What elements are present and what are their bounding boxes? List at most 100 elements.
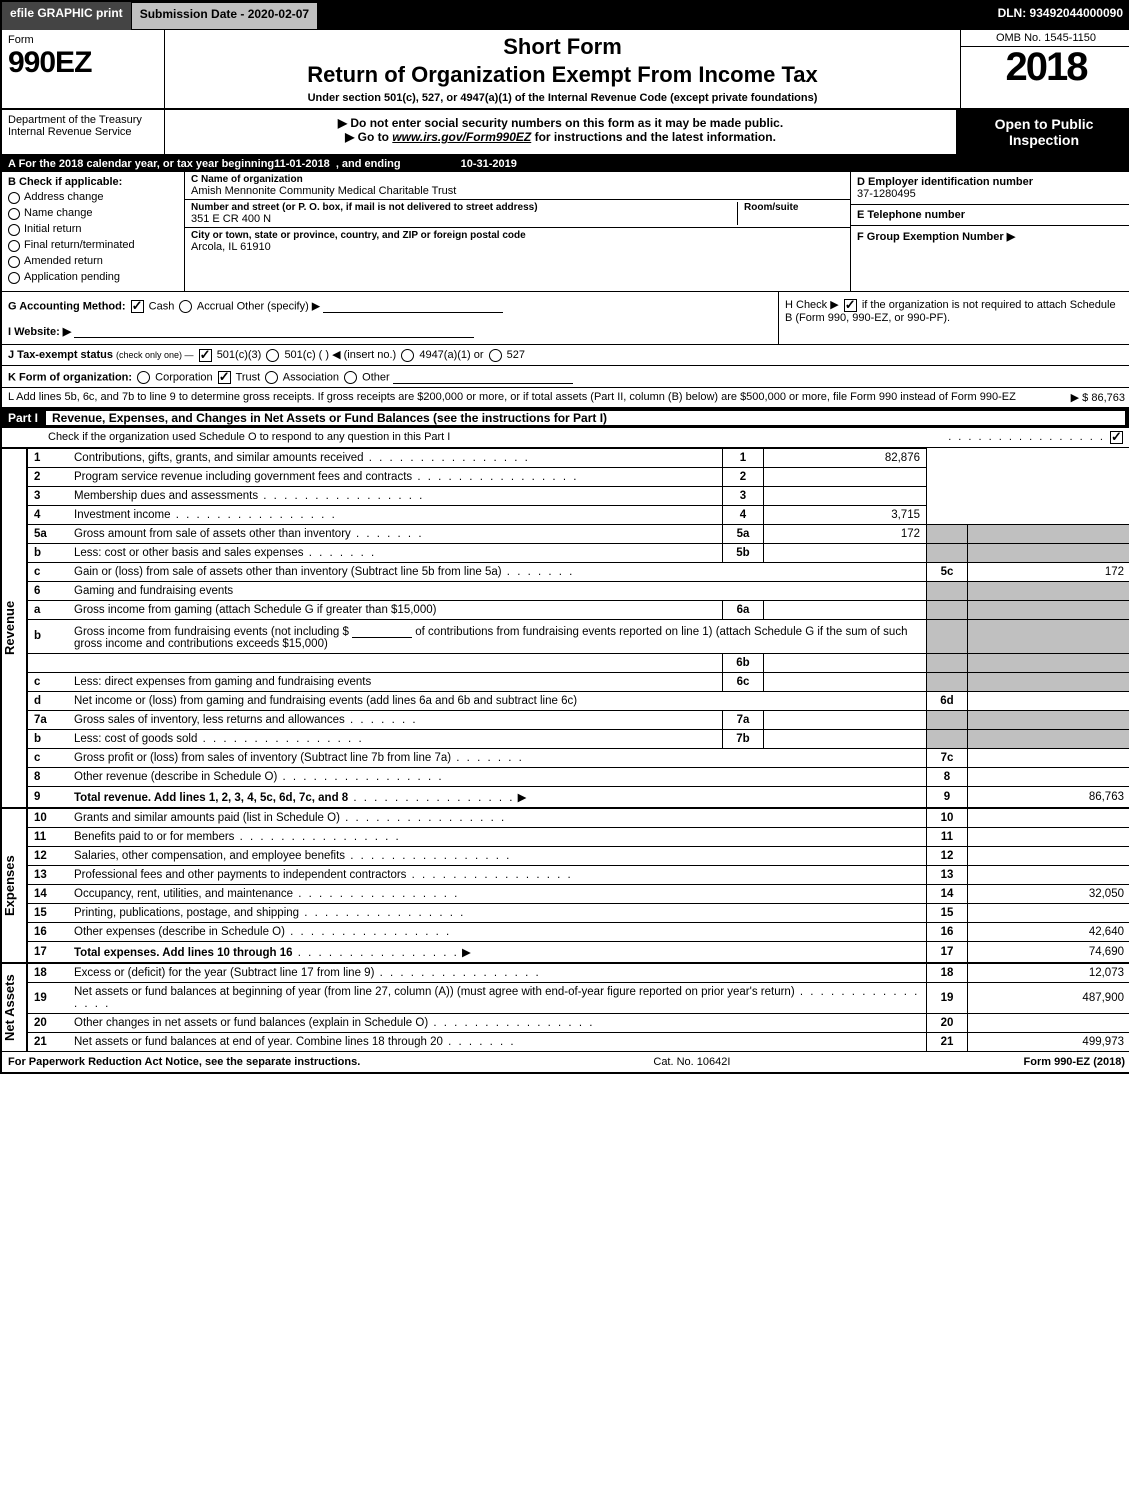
dots (293, 947, 459, 959)
header-left: Form 990EZ (2, 30, 165, 108)
line-14: 14Occupancy, rent, utilities, and mainte… (28, 884, 1129, 903)
arrow-icon (459, 947, 471, 959)
check-name-change[interactable]: Name change (8, 207, 178, 220)
dept-irs: Internal Revenue Service (8, 126, 158, 138)
g-other-field[interactable] (323, 298, 503, 313)
checkbox-corp[interactable] (137, 371, 150, 384)
line-5c: cGain or (loss) from sale of assets othe… (28, 562, 1129, 581)
footer-left: For Paperwork Reduction Act Notice, see … (8, 1056, 360, 1068)
line-7c: cGross profit or (loss) from sales of in… (28, 748, 1129, 767)
section-c: C Name of organization Amish Mennonite C… (185, 172, 850, 291)
section-de: D Employer identification number 37-1280… (850, 172, 1129, 291)
expenses-section: Expenses 10Grants and similar amounts pa… (2, 808, 1129, 963)
arrow-icon (514, 792, 526, 804)
g-other: Other (specify) ▶ (237, 300, 321, 312)
line-18: 18Excess or (deficit) for the year (Subt… (28, 963, 1129, 982)
section-b-label: B Check if applicable: (8, 176, 178, 188)
line-k: K Form of organization: Corporation Trus… (2, 366, 1129, 388)
checkbox-schedule-b[interactable] (844, 299, 857, 312)
topbar: efile GRAPHIC print Submission Date - 20… (2, 2, 1129, 30)
check-label: Name change (24, 207, 93, 219)
org-name-row: C Name of organization Amish Mennonite C… (185, 172, 850, 200)
circle-icon (8, 224, 20, 236)
line-2: 2Program service revenue including gover… (28, 467, 1129, 486)
org-name: Amish Mennonite Community Medical Charit… (191, 185, 844, 197)
line-6b-amount-field[interactable] (352, 623, 412, 638)
checkbox-trust[interactable] (218, 371, 231, 384)
form-page: efile GRAPHIC print Submission Date - 20… (0, 0, 1129, 1074)
section-b: B Check if applicable: Address change Na… (2, 172, 185, 291)
header-row: Form 990EZ Short Form Return of Organiza… (2, 30, 1129, 110)
check-application-pending[interactable]: Application pending (8, 271, 178, 284)
k-assoc: Association (283, 371, 339, 383)
line-4: 4Investment income43,715 (28, 505, 1129, 524)
footer-mid: Cat. No. 10642I (653, 1056, 730, 1068)
checkbox-schedule-o[interactable] (1110, 431, 1123, 444)
line-20: 20Other changes in net assets or fund ba… (28, 1013, 1129, 1032)
checkbox-assoc[interactable] (265, 371, 278, 384)
netassets-section: Net Assets 18Excess or (deficit) for the… (2, 963, 1129, 1052)
k-other: Other (362, 371, 390, 383)
circle-icon (8, 256, 20, 268)
check-label: Amended return (24, 255, 103, 267)
line-a: A For the 2018 calendar year, or tax yea… (2, 156, 1129, 172)
header-right: OMB No. 1545-1150 2018 (960, 30, 1129, 108)
circle-icon (8, 240, 20, 252)
section-d: D Employer identification number 37-1280… (851, 172, 1129, 205)
irs-link[interactable]: www.irs.gov/Form990EZ (392, 130, 531, 144)
line-1: 1Contributions, gifts, grants, and simil… (28, 448, 1129, 467)
department-label: Department of the Treasury Internal Reve… (2, 110, 165, 154)
tax-year: 2018 (961, 47, 1129, 87)
checkbox-527[interactable] (489, 349, 502, 362)
dln-label: DLN: 93492044000090 (990, 2, 1129, 30)
street-address: 351 E CR 400 N (191, 213, 737, 225)
room-label: Room/suite (744, 202, 844, 213)
check-address-change[interactable]: Address change (8, 191, 178, 204)
line-10: 10Grants and similar amounts paid (list … (28, 808, 1129, 827)
line-8: 8Other revenue (describe in Schedule O)8 (28, 767, 1129, 786)
j-opt4: 527 (507, 349, 525, 361)
check-final-return[interactable]: Final return/terminated (8, 239, 178, 252)
website-field[interactable] (74, 323, 474, 338)
j-label: J Tax-exempt status (8, 349, 113, 361)
topbar-spacer (318, 2, 989, 30)
line-6b-inner: 6b (28, 653, 1129, 672)
checkbox-cash[interactable] (131, 300, 144, 313)
line-11: 11Benefits paid to or for members11 (28, 827, 1129, 846)
line-7a: 7aGross sales of inventory, less returns… (28, 710, 1129, 729)
f-label: F Group Exemption Number ▶ (857, 230, 1125, 243)
circle-icon (8, 192, 20, 204)
part-1-check-text: Check if the organization used Schedule … (8, 431, 450, 443)
city-value: Arcola, IL 61910 (191, 241, 844, 253)
checkbox-other[interactable] (344, 371, 357, 384)
expenses-table: 10Grants and similar amounts paid (list … (27, 808, 1129, 963)
form-label: Form (8, 34, 158, 46)
k-other-field[interactable] (393, 369, 573, 384)
tax-year-begin: 11-01-2018 (274, 158, 330, 170)
ein-value: 37-1280495 (857, 188, 1125, 200)
check-initial-return[interactable]: Initial return (8, 223, 178, 236)
circle-icon (8, 208, 20, 220)
instructions: ▶ Do not enter social security numbers o… (165, 110, 956, 154)
checkbox-501c3[interactable] (199, 349, 212, 362)
revenue-table: 1Contributions, gifts, grants, and simil… (27, 448, 1129, 808)
checkbox-accrual[interactable] (179, 300, 192, 313)
check-amended-return[interactable]: Amended return (8, 255, 178, 268)
k-corp: Corporation (155, 371, 212, 383)
revenue-tab: Revenue (2, 448, 27, 808)
i-label: I Website: ▶ (8, 326, 71, 338)
checkbox-501c[interactable] (266, 349, 279, 362)
line-3: 3Membership dues and assessments3 (28, 486, 1129, 505)
inspection-box: Open to Public Inspection (956, 110, 1129, 154)
checkbox-4947[interactable] (401, 349, 414, 362)
line-16: 16Other expenses (describe in Schedule O… (28, 922, 1129, 941)
line-h: H Check ▶ if the organization is not req… (778, 292, 1129, 344)
l-amount: ▶ $ 86,763 (1063, 391, 1125, 404)
header-center: Short Form Return of Organization Exempt… (165, 30, 960, 108)
netassets-tab: Net Assets (2, 963, 27, 1052)
line-6c: cLess: direct expenses from gaming and f… (28, 672, 1129, 691)
line-5b: bLess: cost or other basis and sales exp… (28, 543, 1129, 562)
line-6b-d1: Gross income from fundraising events (no… (74, 626, 349, 638)
line-a-pre: A For the 2018 calendar year, or tax yea… (8, 158, 274, 170)
tax-year-end: 10-31-2019 (461, 158, 517, 170)
